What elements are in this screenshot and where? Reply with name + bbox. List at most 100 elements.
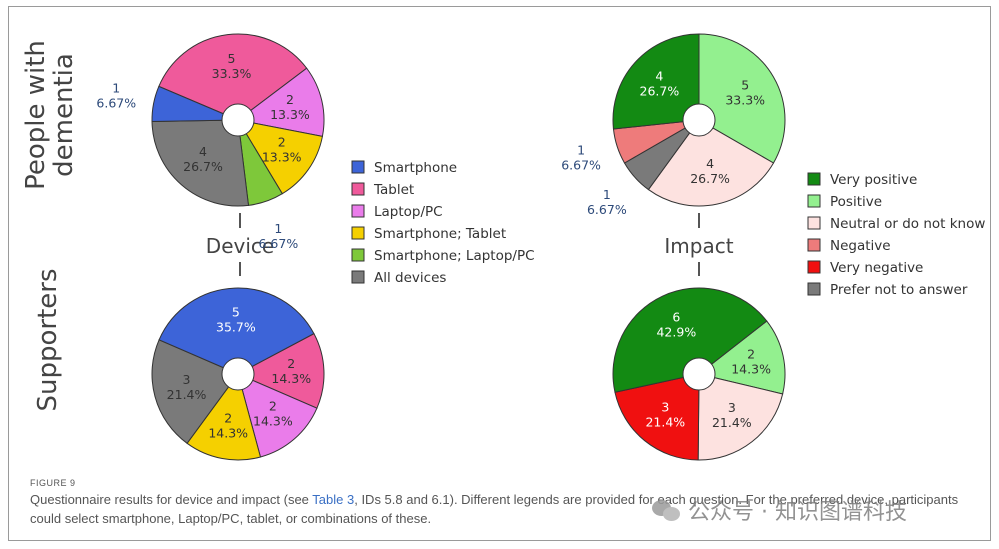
- slice-percent: 14.3%: [208, 425, 248, 440]
- slice-count: 2: [287, 356, 295, 371]
- slice-percent: 26.7%: [690, 171, 730, 186]
- slice-label: 4 26.7%: [183, 144, 223, 174]
- pie-slice: [236, 119, 324, 195]
- pie-slice: [697, 373, 784, 461]
- pie-slice: [236, 67, 325, 137]
- legend-label: Smartphone; Tablet: [374, 226, 506, 242]
- slice-count: 6: [672, 310, 680, 325]
- slice-count: 3: [661, 399, 669, 414]
- legend-swatch: [351, 160, 365, 174]
- impact-legend: Very positive Positive Neutral or do not k…: [807, 172, 985, 298]
- device-title: Device: [206, 234, 274, 258]
- slice-label: 5 33.3%: [212, 51, 252, 81]
- slice-label: 5 33.3%: [725, 77, 765, 107]
- slice-percent: 14.3%: [271, 371, 311, 386]
- slice-percent: 13.3%: [262, 150, 302, 165]
- pie-slice: [186, 372, 262, 461]
- slice-percent: 35.7%: [216, 320, 256, 335]
- pie-slice: [158, 33, 308, 121]
- slice-count: 4: [706, 156, 714, 171]
- slice-label: 6 42.9%: [656, 310, 696, 340]
- slice-percent: 42.9%: [656, 325, 696, 340]
- slice-label: 1 6.67%: [96, 80, 136, 110]
- legend-label: Negative: [830, 238, 891, 254]
- pie-slice: [698, 33, 786, 164]
- slice-label: 5 35.7%: [216, 305, 256, 335]
- legend-label: Positive: [830, 194, 882, 210]
- legend-label: Smartphone; Laptop/PC: [374, 248, 535, 264]
- pie-center-hole: [221, 357, 255, 391]
- pie-slice: [158, 287, 315, 375]
- pie-charts: 5 33.3%2 13.3%2 13.3%1 6.67%4 26.7%1 6.67%2 14.…: [96, 33, 786, 461]
- slice-label: 3 21.4%: [645, 399, 685, 429]
- slice-label: 2 14.3%: [253, 398, 293, 428]
- slice-percent: 6.67%: [561, 157, 601, 172]
- legend-swatch: [351, 248, 365, 262]
- legend-swatch: [807, 238, 821, 252]
- slice-count: 2: [269, 398, 277, 413]
- slice-count: 4: [655, 68, 663, 83]
- watermark: 公众号 · 知识图谱科技: [652, 494, 907, 526]
- slice-percent: 33.3%: [212, 66, 252, 81]
- slice-count: 2: [747, 347, 755, 362]
- slice-count: 4: [199, 144, 207, 159]
- pie-center-hole: [221, 103, 255, 137]
- slice-percent: 33.3%: [725, 92, 765, 107]
- slice-count: 1: [112, 80, 120, 95]
- slice-percent: 26.7%: [183, 159, 223, 174]
- watermark-text: 公众号 · 知识图谱科技: [688, 500, 907, 525]
- legend-label: Neutral or do not know: [830, 216, 985, 232]
- slice-label: 3 21.4%: [712, 400, 752, 430]
- legend-swatch: [351, 204, 365, 218]
- slice-count: 2: [278, 135, 286, 150]
- pie-slice: [614, 373, 700, 461]
- slice-count: 1: [603, 187, 611, 202]
- wechat-icon: [652, 498, 682, 522]
- legend-label: Very negative: [830, 260, 923, 276]
- pie-slice: [236, 332, 325, 409]
- slice-label: 2 14.3%: [731, 347, 771, 377]
- table-link[interactable]: Table 3: [312, 492, 355, 507]
- pie-slice: [151, 119, 250, 207]
- row-label-supporters: Supporters: [33, 268, 63, 411]
- slice-percent: 6.67%: [259, 236, 299, 251]
- legend-swatch: [807, 260, 821, 274]
- caption-text: Questionnaire results for device and imp…: [30, 490, 975, 528]
- slice-label: 2 13.3%: [270, 92, 310, 122]
- slice-percent: 13.3%: [270, 107, 310, 122]
- legend-swatch: [351, 182, 365, 196]
- legend-swatch: [351, 270, 365, 284]
- pie-1: 5 33.3%2 13.3%2 13.3%1 6.67%4 26.7%1 6.67%: [96, 33, 325, 251]
- figure-caption: FIGURE 9 Questionnaire results for devic…: [30, 478, 975, 528]
- slice-count: 3: [183, 372, 191, 387]
- slice-count: 5: [741, 77, 749, 92]
- slice-label: 4 26.7%: [640, 68, 680, 98]
- slice-count: 2: [286, 92, 294, 107]
- slice-label: 4 26.7%: [690, 156, 730, 186]
- row-label-people: People with dementia: [21, 40, 79, 190]
- figure-label: FIGURE 9: [30, 478, 76, 488]
- slice-label: 1 6.67%: [587, 187, 627, 217]
- slice-percent: 14.3%: [253, 413, 293, 428]
- device-legend: Smartphone Tablet Laptop/PC Smartphone; Tab…: [351, 160, 535, 286]
- slice-percent: 6.67%: [96, 95, 136, 110]
- row-label-people-line1: People with: [21, 40, 51, 190]
- slice-percent: 21.4%: [645, 414, 685, 429]
- slice-count: 1: [274, 221, 282, 236]
- pie-slice: [151, 85, 239, 123]
- pie-slice: [697, 320, 786, 395]
- slice-percent: 6.67%: [587, 202, 627, 217]
- pie-2: 2 14.3%2 14.3%2 14.3%3 21.4%5 35.7%: [151, 287, 325, 461]
- slice-count: 1: [577, 142, 585, 157]
- legend-label: Laptop/PC: [374, 204, 443, 220]
- legend-label: Very positive: [830, 172, 917, 188]
- pie-slice: [612, 287, 768, 393]
- caption-text-start: Questionnaire results for device and imp…: [30, 492, 313, 507]
- slice-percent: 21.4%: [712, 415, 752, 430]
- pie-slice: [647, 119, 775, 207]
- legend-swatch: [807, 282, 821, 296]
- legend-swatch: [351, 226, 365, 240]
- slice-percent: 14.3%: [731, 362, 771, 377]
- legend-label: Tablet: [373, 182, 414, 198]
